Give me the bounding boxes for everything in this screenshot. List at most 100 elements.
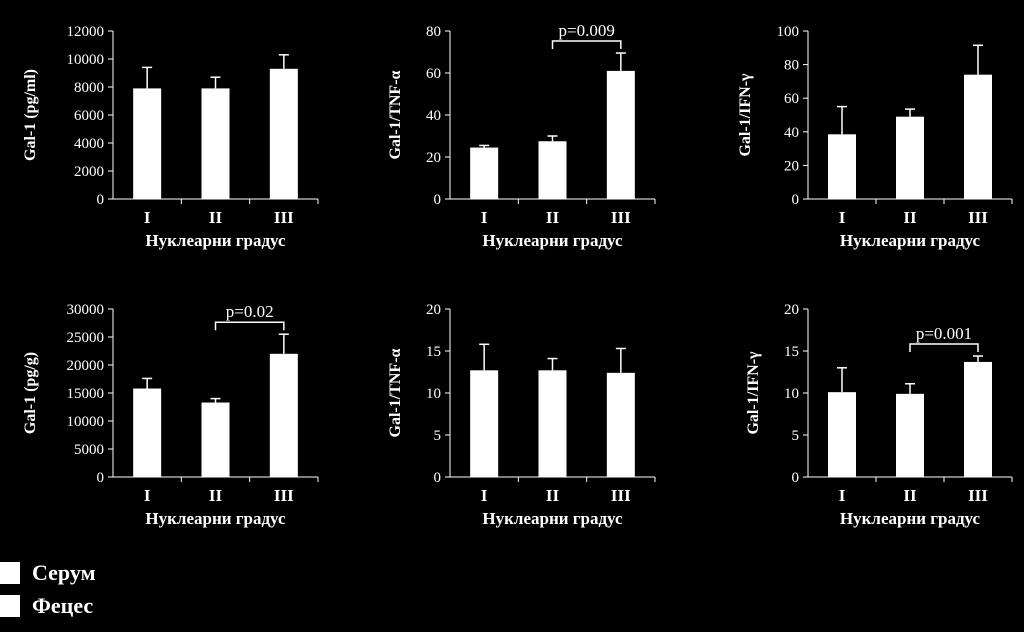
y-tick-label: 0 — [434, 192, 442, 208]
y-tick-label: 10000 — [67, 52, 105, 68]
y-tick-label: 0 — [792, 470, 800, 486]
bar-III — [269, 68, 298, 199]
y-tick-label: 40 — [784, 125, 799, 141]
x-axis-title: Нуклеарни градус — [840, 231, 981, 250]
y-tick-label: 20 — [426, 302, 441, 318]
x-tick-label: I — [144, 208, 151, 227]
x-tick-label: III — [968, 486, 988, 505]
significance-label: p=0.02 — [226, 302, 274, 321]
x-tick-label: II — [209, 208, 223, 227]
y-tick-label: 12000 — [67, 24, 105, 40]
y-tick-label: 0 — [97, 470, 105, 486]
y-tick-label: 60 — [426, 66, 441, 82]
bar-II — [896, 116, 924, 199]
legend-item-feces: Фецес — [0, 589, 96, 622]
y-tick-label: 4000 — [74, 136, 104, 152]
legend: Серум Фецес — [0, 556, 96, 622]
x-axis-title: Нуклеарни градус — [482, 231, 623, 250]
x-tick-label: III — [274, 208, 294, 227]
y-tick-label: 40 — [426, 108, 441, 124]
significance-bracket — [551, 40, 622, 50]
x-tick-label: III — [968, 208, 988, 227]
significance-bracket — [214, 321, 285, 331]
y-tick-label: 0 — [792, 192, 800, 208]
bar-III — [269, 353, 298, 477]
x-tick-label: II — [546, 486, 560, 505]
y-tick-label: 20 — [426, 150, 441, 166]
y-tick-label: 15000 — [67, 386, 105, 402]
x-tick-label: III — [611, 486, 631, 505]
x-tick-label: III — [274, 486, 294, 505]
x-axis-title: Нуклеарни градус — [145, 509, 286, 528]
bar-III — [606, 372, 635, 477]
y-tick-label: 5 — [434, 428, 442, 444]
x-tick-label: II — [209, 486, 223, 505]
x-axis-title: Нуклеарни градус — [840, 509, 981, 528]
bar-I — [470, 147, 499, 199]
y-tick-label: 5000 — [74, 442, 104, 458]
x-tick-label: II — [546, 208, 560, 227]
y-tick-label: 30000 — [67, 302, 105, 318]
y-tick-label: 10 — [784, 386, 799, 402]
x-tick-label: I — [839, 208, 846, 227]
bar-II — [201, 88, 230, 199]
legend-label-feces: Фецес — [32, 592, 94, 618]
y-tick-label: 15 — [784, 344, 799, 360]
y-tick-label: 15 — [426, 344, 441, 360]
x-tick-label: I — [144, 486, 151, 505]
y-axis-title: Gal-1/IFN-γ — [737, 73, 754, 157]
x-tick-label: II — [903, 486, 917, 505]
y-tick-label: 60 — [784, 91, 799, 107]
y-axis-title: Gal-1/IFN-γ — [745, 351, 762, 435]
y-tick-label: 20000 — [67, 358, 105, 374]
y-tick-label: 0 — [434, 470, 442, 486]
y-tick-label: 10000 — [67, 414, 105, 430]
y-tick-label: 100 — [777, 24, 800, 40]
y-tick-label: 20 — [784, 158, 799, 174]
significance-label: p=0.001 — [916, 324, 972, 343]
x-axis-title: Нуклеарни градус — [482, 509, 623, 528]
bar-I — [470, 370, 499, 477]
bar-III — [606, 70, 635, 200]
bar-II — [538, 370, 567, 477]
legend-label-serum: Серум — [32, 559, 96, 585]
x-tick-label: I — [481, 486, 488, 505]
significance-label: p=0.009 — [558, 21, 614, 40]
y-tick-label: 20 — [784, 302, 799, 318]
y-axis-title: Gal-1 (pg/g) — [22, 352, 39, 434]
y-tick-label: 10 — [426, 386, 441, 402]
x-tick-label: I — [481, 208, 488, 227]
y-tick-label: 6000 — [74, 108, 104, 124]
y-tick-label: 2000 — [74, 164, 104, 180]
y-tick-label: 5 — [792, 428, 800, 444]
x-tick-label: I — [839, 486, 846, 505]
legend-item-serum: Серум — [0, 556, 96, 589]
x-tick-label: II — [903, 208, 917, 227]
x-tick-label: III — [611, 208, 631, 227]
bar-I — [828, 392, 856, 477]
bar-I — [133, 88, 162, 199]
bar-II — [896, 393, 924, 477]
bar-III — [964, 74, 992, 199]
y-tick-label: 80 — [784, 58, 799, 74]
y-axis-title: Gal-1/TNF-α — [387, 348, 404, 437]
y-tick-label: 25000 — [67, 330, 105, 346]
bar-I — [133, 388, 162, 477]
significance-bracket — [909, 343, 979, 353]
bar-I — [828, 134, 856, 199]
y-axis-title: Gal-1/TNF-α — [387, 70, 404, 159]
bar-II — [201, 402, 230, 477]
x-axis-title: Нуклеарни градус — [145, 231, 286, 250]
bar-II — [538, 141, 567, 199]
y-tick-label: 0 — [97, 192, 105, 208]
y-tick-label: 8000 — [74, 80, 104, 96]
bar-III — [964, 361, 992, 477]
legend-swatch-serum — [0, 561, 20, 584]
